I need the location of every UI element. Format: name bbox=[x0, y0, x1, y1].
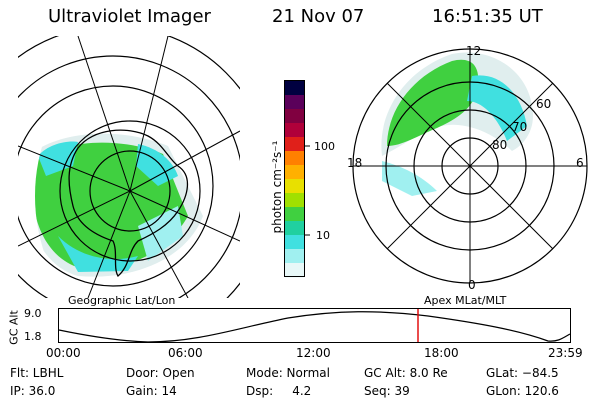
aurora-swath-geo bbox=[35, 133, 203, 277]
altitude-curve bbox=[58, 311, 571, 343]
time-tick-2359: 23:59 bbox=[548, 346, 583, 360]
colorbar-stop bbox=[285, 123, 304, 138]
observation-date: 21 Nov 07 bbox=[272, 6, 365, 27]
time-tick-0000: 00:00 bbox=[46, 346, 81, 360]
observation-time: 16:51:35 UT bbox=[432, 6, 543, 27]
mlat-label-70: 70 bbox=[512, 120, 528, 134]
time-tick-1800: 18:00 bbox=[424, 346, 459, 360]
app-title: Ultraviolet Imager bbox=[48, 6, 211, 27]
mlt-label-18: 18 bbox=[347, 156, 363, 170]
mode-status: Mode: Normal bbox=[246, 366, 330, 380]
dsp-status: Dsp: 4.2 bbox=[246, 384, 312, 398]
altitude-strip-plot bbox=[58, 308, 571, 343]
colorbar-tick-100: 100 bbox=[314, 140, 335, 153]
geographic-map bbox=[18, 36, 240, 298]
colorbar-stop bbox=[285, 137, 304, 152]
colorbar-stop bbox=[285, 263, 304, 278]
colorbar-stop bbox=[285, 221, 304, 236]
mag-panel-label: Apex MLat/MLT bbox=[424, 294, 507, 307]
mlt-label-6: 6 bbox=[576, 156, 584, 170]
continent-outline bbox=[68, 129, 189, 277]
color-scale-bar bbox=[284, 80, 310, 278]
aurora-swath-mag bbox=[381, 52, 533, 196]
colorbar-unit-label: photon cm⁻²s⁻¹ bbox=[270, 140, 284, 234]
mlat-label-60: 60 bbox=[536, 97, 552, 111]
time-tick-0600: 06:00 bbox=[168, 346, 203, 360]
apex-polar-plot bbox=[352, 48, 588, 284]
glat-status: GLat: −84.5 bbox=[486, 366, 559, 380]
colorbar-stop bbox=[285, 207, 304, 222]
geo-panel-label: Geographic Lat/Lon bbox=[68, 294, 176, 307]
mlt-label-0: 0 bbox=[468, 278, 476, 292]
colorbar-stop bbox=[285, 193, 304, 208]
ip-status: IP: 36.0 bbox=[10, 384, 56, 398]
colorbar-stop bbox=[285, 165, 304, 180]
colorbar-stop bbox=[285, 235, 304, 250]
colorbar-tick-10: 10 bbox=[316, 229, 330, 242]
mlat-label-80: 80 bbox=[492, 138, 508, 152]
door-status: Door: Open bbox=[126, 366, 195, 380]
colorbar-stop bbox=[285, 95, 304, 110]
altitude-max-label: 9.0 bbox=[24, 307, 42, 320]
mlt-label-12: 12 bbox=[466, 44, 482, 58]
sequence-status: Seq: 39 bbox=[364, 384, 410, 398]
altitude-axis-label: GC Alt bbox=[7, 310, 21, 345]
colorbar-stop bbox=[285, 249, 304, 264]
colorbar-stop bbox=[285, 151, 304, 166]
colorbar-stop bbox=[285, 109, 304, 124]
gc-alt-status: GC Alt: 8.0 Re bbox=[364, 366, 448, 380]
colorbar-stop bbox=[285, 179, 304, 194]
colorbar-stop bbox=[285, 81, 304, 96]
gain-status: Gain: 14 bbox=[126, 384, 177, 398]
filter-status: Flt: LBHL bbox=[10, 366, 64, 380]
glon-status: GLon: 120.6 bbox=[486, 384, 559, 398]
time-tick-1200: 12:00 bbox=[296, 346, 331, 360]
altitude-min-label: 1.8 bbox=[24, 330, 42, 343]
